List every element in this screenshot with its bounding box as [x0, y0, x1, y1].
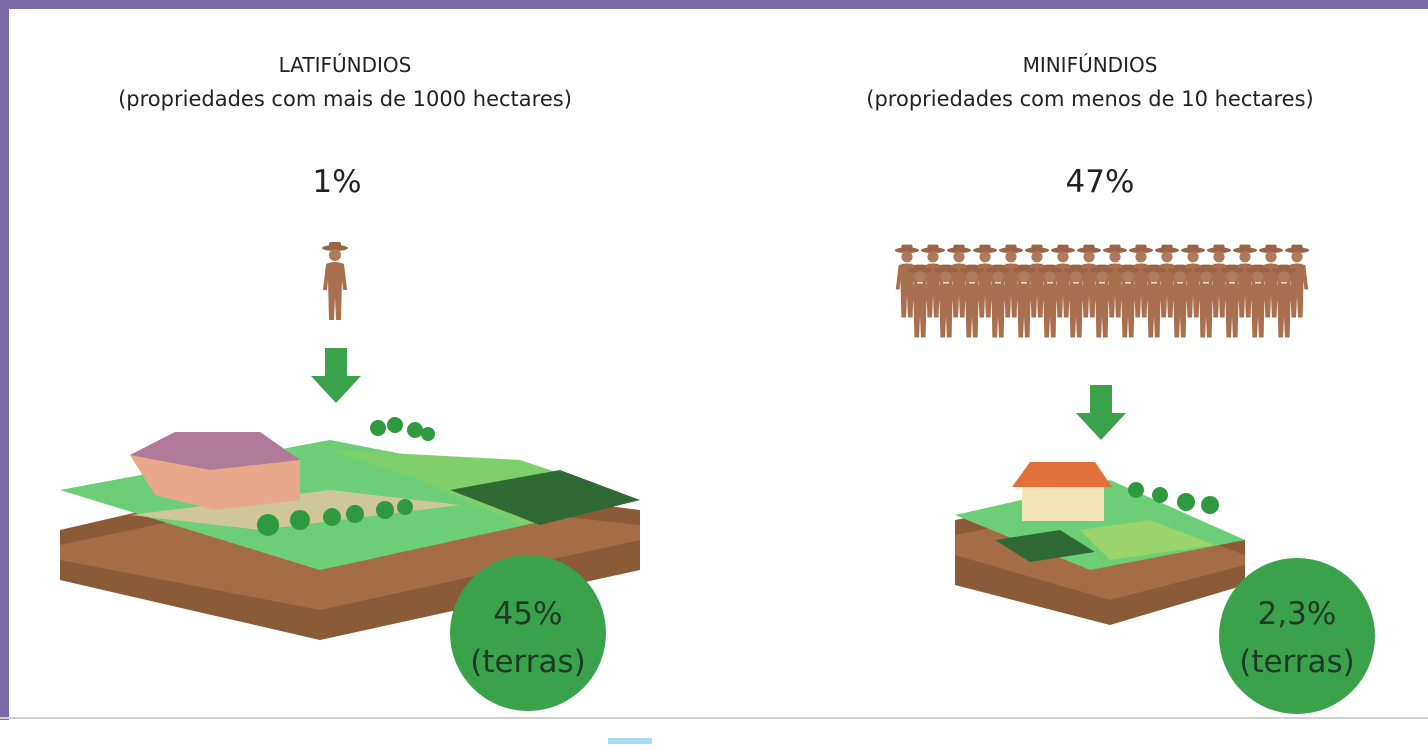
- panel-title: LATIFÚNDIOS: [279, 53, 412, 77]
- land-circle: [450, 555, 606, 711]
- land-circle: [1219, 558, 1375, 714]
- left-border: [0, 0, 9, 720]
- land-share: 2,3%: [1258, 596, 1337, 632]
- top-border: [0, 0, 1428, 9]
- infographic: LATIFÚNDIOS (propriedades com mais de 10…: [0, 0, 1428, 746]
- people-share: 47%: [1066, 164, 1135, 200]
- panel-subtitle: (propriedades com mais de 1000 hectares): [118, 87, 572, 111]
- scroll-indicator: [608, 738, 652, 744]
- people-share: 1%: [312, 164, 361, 200]
- land-share: 45%: [494, 596, 563, 632]
- panel-subtitle: (propriedades com menos de 10 hectares): [866, 87, 1313, 111]
- background: [0, 0, 1428, 746]
- panel-title: MINIFÚNDIOS: [1023, 53, 1158, 77]
- land-label: (terras): [1239, 644, 1355, 680]
- bottom-line: [0, 717, 1428, 719]
- land-label: (terras): [470, 644, 586, 680]
